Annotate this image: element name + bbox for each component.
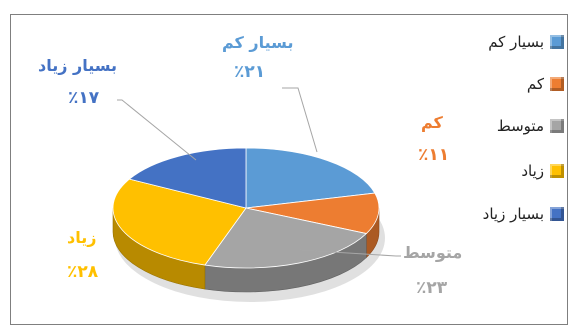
data-label-pct-medium: ٪۲۳ — [416, 278, 448, 298]
legend-label-low: کم — [526, 75, 544, 93]
pie-slice-low — [245, 192, 380, 234]
data-label-name-very-high: بسیار زیاد — [38, 56, 118, 75]
chart-frame — [10, 14, 568, 325]
legend-label-very-low: بسیار کم — [488, 33, 544, 51]
data-label-pct-high: ٪۲۸ — [67, 262, 99, 282]
legend-item-medium: متوسط — [470, 117, 564, 135]
leader-line-medium — [299, 249, 401, 257]
legend-swatch-low — [550, 77, 564, 91]
legend-item-very-high: بسیار زیاد — [450, 205, 564, 223]
pie-slice-medium — [204, 207, 368, 269]
legend-swatch-medium — [550, 119, 564, 133]
legend-swatch-very-high — [550, 207, 564, 221]
legend-label-very-high: بسیار زیاد — [482, 205, 544, 223]
legend-item-high: زیاد — [474, 162, 564, 180]
legend-swatch-very-low — [550, 35, 564, 49]
leader-line-very-high — [117, 99, 197, 161]
legend-item-low: کم — [474, 75, 564, 93]
data-label-pct-very-high: ٪۱۷ — [68, 88, 100, 108]
pie-slice-high — [112, 178, 247, 266]
data-label-pct-low: ٪۱۱ — [418, 145, 450, 165]
pie-slice-very-high — [128, 147, 247, 209]
data-label-pct-very-low: ٪۲۱ — [234, 62, 266, 82]
data-label-name-high: زیاد — [67, 228, 97, 247]
data-label-name-low: کم — [421, 113, 443, 132]
data-label-name-medium: متوسط — [403, 243, 463, 262]
legend-label-medium: متوسط — [496, 117, 544, 135]
pie-slice-very-low — [245, 147, 376, 209]
legend-item-very-low: بسیار کم — [445, 33, 564, 51]
data-label-name-very-low: بسیار کم — [222, 33, 294, 52]
legend-label-high: زیاد — [521, 162, 544, 180]
legend-swatch-high — [550, 164, 564, 178]
leader-line-very-low — [282, 87, 318, 153]
